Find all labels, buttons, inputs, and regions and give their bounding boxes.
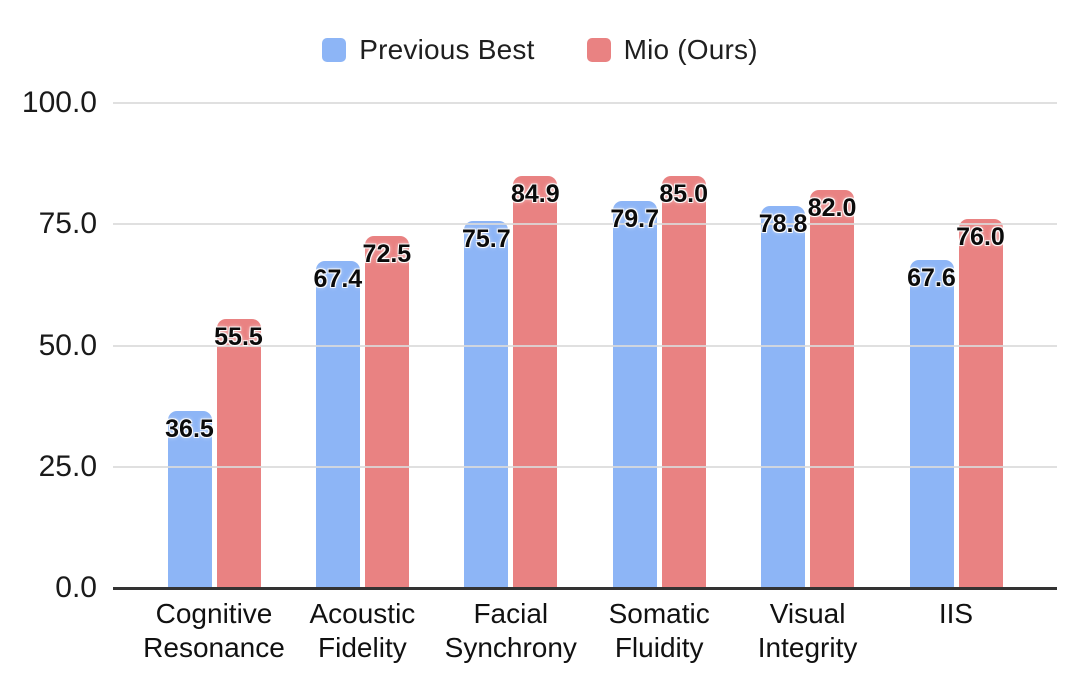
bar-previous-best-6 [909,260,954,588]
y-tick-label-75: 75.0 [38,207,97,241]
legend-label-mio-ours: Mio (Ours) [623,34,758,65]
bar-value-label: 67.6 [907,264,956,293]
y-tick-label-0: 0.0 [55,571,97,604]
x-axis-label-6: IIS [938,598,974,629]
bar-value-label: 72.5 [362,240,412,269]
bar-value-label: 85.0 [659,179,709,208]
legend-item-mio-ours: Mio (Ours) [586,34,758,66]
chart-legend: Previous Best Mio (Ours) [0,34,1080,66]
legend-swatch-mio-ours [586,38,611,62]
gridline-75 [113,223,1057,226]
bar-value-label: 78.8 [758,209,808,238]
x-axis-label-3: Facial Synchrony [444,598,577,663]
bar-value-label: 84.9 [510,180,560,209]
bar-mio-ours-6 [958,219,1003,588]
legend-item-previous-best: Previous Best [322,34,534,66]
bar-previous-best-3 [464,220,509,588]
bar-mio-ours-1 [216,318,261,588]
bar-value-label: 55.5 [214,322,263,351]
x-axis-label-1: Cognitive Resonance [143,598,285,663]
bar-mio-ours-3 [513,176,558,588]
bar-value-label: 82.0 [807,194,857,223]
bar-mio-ours-4 [661,175,706,588]
bar-value-label: 36.5 [165,414,214,443]
x-axis-label-5: Visual Integrity [757,598,858,663]
x-axis-label-2: Acoustic Fidelity [309,598,416,663]
bar-mio-ours-2 [364,236,409,588]
bar-previous-best-5 [761,205,806,588]
gridline-25 [113,465,1057,468]
bar-previous-best-2 [315,261,360,588]
bar-value-label: 75.7 [461,224,511,253]
gridline-100 [113,102,1057,104]
bar-value-label: 79.7 [610,205,660,234]
x-axis-line [113,587,1057,590]
bar-previous-best-4 [612,201,657,588]
legend-swatch-previous-best [322,38,347,62]
legend-label-previous-best: Previous Best [359,34,535,65]
y-tick-label-25: 25.0 [38,449,97,483]
y-tick-label-50: 50.0 [38,328,97,362]
y-tick-label-100: 100.0 [21,86,97,119]
bar-mio-ours-5 [810,190,855,588]
gridline-50 [113,344,1057,347]
bar-value-label: 67.4 [313,265,363,294]
bar-value-label: 76.0 [956,223,1005,252]
bar-previous-best-1 [167,410,212,588]
x-axis-label-4: Somatic Fluidity [608,598,710,663]
